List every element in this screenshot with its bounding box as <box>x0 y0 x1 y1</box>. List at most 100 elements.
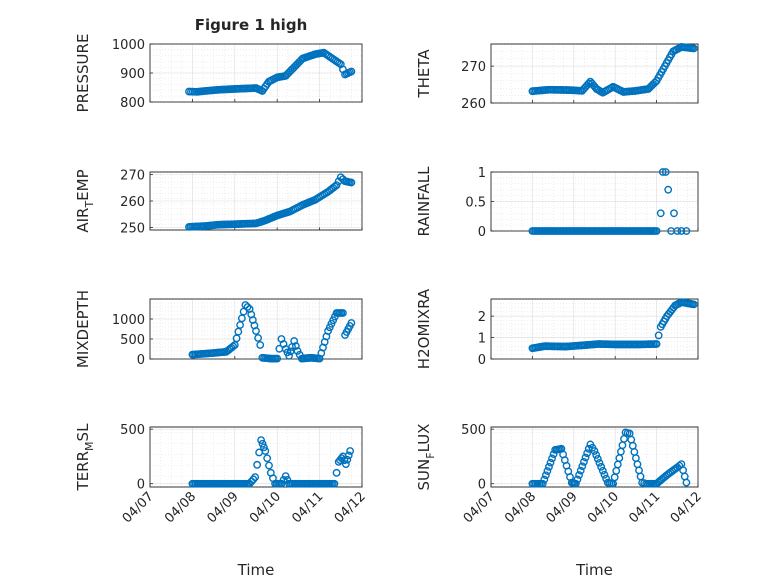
data-point <box>293 347 302 355</box>
data-point <box>584 79 593 88</box>
data-point <box>682 227 691 235</box>
axes-border <box>490 426 699 488</box>
data-point <box>677 227 686 235</box>
y-tick-label: 0 <box>478 225 486 240</box>
figure-title: Figure 1 high <box>195 16 308 34</box>
y-tick-label: 270 <box>120 169 145 184</box>
data-point <box>241 301 250 309</box>
y-tick-label: 0.5 <box>465 196 486 211</box>
y-label-main: SUN <box>415 459 433 491</box>
x-axis-label: Time <box>575 561 613 579</box>
data-point <box>243 303 252 311</box>
data-point <box>343 455 352 464</box>
data-point <box>658 168 667 176</box>
data-point <box>253 460 262 469</box>
data-point <box>339 309 347 317</box>
y-label-subscript: T <box>83 201 96 209</box>
data-point <box>347 319 356 327</box>
data-point <box>325 323 334 332</box>
data-point <box>261 447 270 455</box>
data-point <box>664 185 673 194</box>
y-label-rest: SL <box>74 423 92 442</box>
series-points <box>528 298 698 353</box>
data-point <box>661 168 670 176</box>
y-label-main: RAINFALL <box>415 166 433 237</box>
y-axis-label: PRESSURE <box>74 34 92 113</box>
data-point <box>652 340 661 348</box>
data-point <box>346 447 355 455</box>
data-point <box>273 354 282 363</box>
data-point <box>682 478 691 487</box>
axes-frame <box>490 43 699 104</box>
y-label-subscript: M <box>83 441 96 451</box>
subplot-h2omixra: 0 1 2 H2OMIXRA <box>415 288 699 369</box>
data-point <box>330 479 339 488</box>
data-point <box>332 181 341 190</box>
series-points <box>528 43 698 97</box>
series-points <box>528 428 691 488</box>
data-point <box>593 455 602 463</box>
data-point <box>340 456 349 465</box>
data-point <box>571 479 580 488</box>
axes-border <box>490 298 699 360</box>
data-point <box>689 44 698 53</box>
data-point <box>673 227 682 235</box>
y-tick-label: 250 <box>120 221 145 236</box>
data-point <box>249 475 258 484</box>
y-tick-label: 2 <box>478 310 486 325</box>
data-point <box>652 227 661 235</box>
data-point <box>347 67 356 76</box>
data-point <box>256 341 265 349</box>
data-point <box>545 462 553 471</box>
y-tick-label: 900 <box>120 67 145 82</box>
y-tick-label: 1 <box>478 332 486 347</box>
data-point <box>229 342 238 351</box>
data-point <box>598 466 607 475</box>
y-axis-label: H2OMIXRA <box>415 288 433 369</box>
y-tick-label: 800 <box>120 96 145 111</box>
data-point <box>344 451 353 460</box>
subplot-mixdepth: 0 500 1000 MIXDEPTH <box>74 290 363 368</box>
data-point <box>670 209 678 218</box>
axes-border <box>149 171 363 231</box>
y-tick-label: 500 <box>120 423 145 438</box>
data-point <box>689 300 698 309</box>
data-point <box>675 461 684 470</box>
y-tick-label: 260 <box>461 97 486 112</box>
data-point <box>580 458 588 466</box>
data-point <box>279 476 288 484</box>
y-axis-label: MIXDEPTH <box>74 290 92 368</box>
data-point <box>290 337 299 345</box>
y-label-main: PRESSURE <box>74 34 92 113</box>
y-axis-label: RAINFALL <box>415 166 433 237</box>
y-label-main: H2OMIXRA <box>415 288 433 369</box>
axes-border <box>149 426 363 488</box>
y-label-subscript: F <box>424 452 437 458</box>
data-point <box>578 462 587 471</box>
axes-border <box>149 43 363 103</box>
data-point <box>341 460 350 468</box>
data-point <box>600 470 609 479</box>
y-tick-label: 0 <box>137 353 145 368</box>
data-point <box>590 447 599 455</box>
data-point <box>332 468 341 477</box>
data-point <box>263 454 272 463</box>
y-tick-label: 260 <box>120 195 145 210</box>
data-point <box>576 466 585 475</box>
y-tick-label: 1000 <box>112 313 145 328</box>
data-point <box>583 449 592 458</box>
data-point <box>277 479 286 488</box>
data-point <box>597 462 606 471</box>
data-point <box>595 458 604 467</box>
data-point <box>252 327 260 335</box>
subplot-theta: 260 270 THETA <box>415 43 699 112</box>
data-point <box>581 453 590 462</box>
data-point <box>257 436 265 444</box>
data-point <box>260 443 268 452</box>
series-points <box>188 301 356 363</box>
data-point <box>546 458 555 467</box>
data-point <box>540 475 549 484</box>
axes-border <box>490 171 699 232</box>
data-point <box>347 178 356 187</box>
data-point <box>330 182 339 191</box>
